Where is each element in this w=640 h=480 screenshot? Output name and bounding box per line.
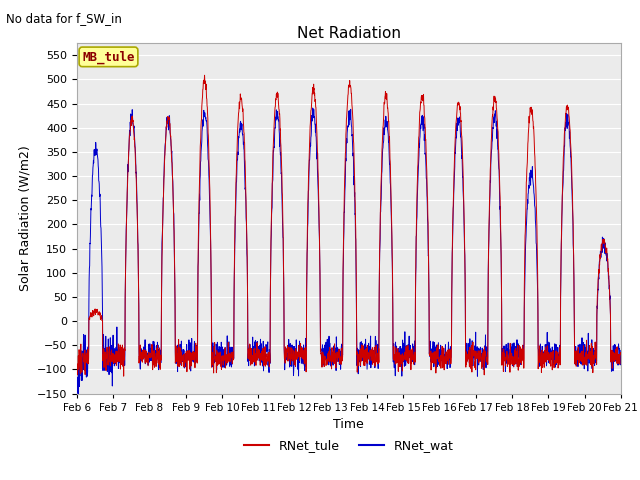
X-axis label: Time: Time xyxy=(333,418,364,431)
Legend: RNet_tule, RNet_wat: RNet_tule, RNet_wat xyxy=(239,434,459,457)
Title: Net Radiation: Net Radiation xyxy=(297,25,401,41)
Text: MB_tule: MB_tule xyxy=(82,50,135,63)
Y-axis label: Solar Radiation (W/m2): Solar Radiation (W/m2) xyxy=(18,145,31,291)
Text: No data for f_SW_in: No data for f_SW_in xyxy=(6,12,122,25)
